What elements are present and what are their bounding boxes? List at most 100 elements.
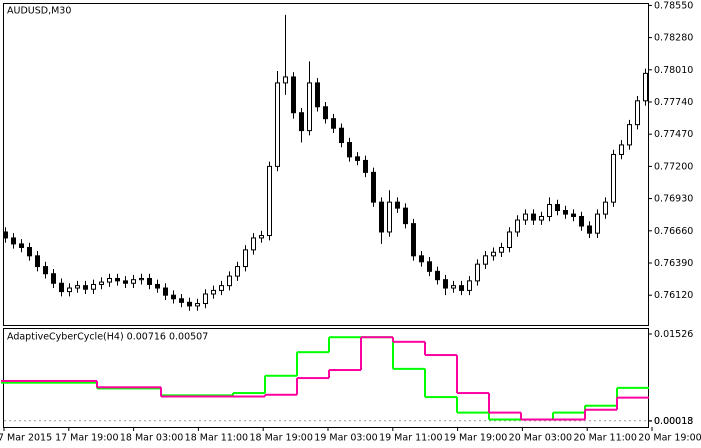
candle-body <box>251 237 256 251</box>
y-tick-label: 0.76120 <box>654 290 693 301</box>
candle-body <box>643 72 648 102</box>
x-tick-label: 19 Mar 03:00 <box>314 433 377 444</box>
x-tick-label: 17 Mar 19:00 <box>55 433 118 444</box>
candle-body <box>219 285 224 291</box>
candle-body <box>323 106 328 120</box>
candle-body <box>427 261 432 272</box>
x-tick-label: 18 Mar 19:00 <box>249 433 312 444</box>
y-tick-label: 0.77200 <box>654 161 693 172</box>
candle-body <box>595 213 600 234</box>
candle-body <box>235 266 240 277</box>
candle-body <box>59 282 64 293</box>
x-tick-label: 19 Mar 19:00 <box>444 433 507 444</box>
candle-body <box>243 249 248 268</box>
candle-body <box>459 285 464 291</box>
candle-body <box>355 156 360 161</box>
candle-body <box>387 201 392 233</box>
candle-body <box>107 277 112 283</box>
y-tick-label: 0.01526 <box>654 329 693 340</box>
candle-body <box>363 159 368 173</box>
candle-body <box>411 223 416 257</box>
candle-body <box>339 127 344 144</box>
candle-body <box>275 82 280 167</box>
candle-body <box>627 124 632 146</box>
candle-body <box>307 82 312 132</box>
candle-body <box>123 280 128 284</box>
y-tick-label: 0.76660 <box>654 226 693 237</box>
candle-body <box>491 251 496 257</box>
candle-body <box>35 255 40 268</box>
candle-body <box>91 283 96 290</box>
candle-body <box>139 277 144 281</box>
candle-body <box>131 279 136 284</box>
candle-body <box>163 287 168 296</box>
candle-body <box>419 255 424 263</box>
candle-body <box>443 279 448 289</box>
candle-body <box>547 204 552 217</box>
x-tick-label: 20 Mar 03:00 <box>509 433 572 444</box>
candle-body <box>403 207 408 225</box>
candle-body <box>171 294 176 300</box>
x-tick-label: 20 Mar 11:00 <box>573 433 636 444</box>
candle-body <box>75 285 80 289</box>
main-panel <box>3 3 649 326</box>
candle-body <box>531 213 536 221</box>
candle-body <box>507 231 512 248</box>
candle-body <box>475 263 480 282</box>
y-tick-label: 0.77470 <box>654 129 693 140</box>
candle-body <box>51 273 56 284</box>
candle-body <box>523 213 528 221</box>
x-tick-label: 19 Mar 11:00 <box>379 433 442 444</box>
candle-body <box>579 215 584 227</box>
candle-body <box>187 301 192 307</box>
candle-body <box>99 281 104 285</box>
candle-body <box>11 237 16 245</box>
candle-body <box>43 266 48 275</box>
candle-body <box>179 298 184 303</box>
candle-body <box>395 201 400 209</box>
candle-body <box>451 285 456 289</box>
x-tick-label: 20 Mar 19:00 <box>638 433 701 444</box>
y-tick-label: 0.76930 <box>654 194 693 205</box>
y-tick-label: 0.78010 <box>654 65 693 76</box>
indicator-title: AdaptiveCyberCycle(H4) 0.00716 0.00507 <box>7 332 208 343</box>
candle-body <box>155 283 160 289</box>
candle-body <box>619 144 624 155</box>
candle-body <box>299 112 304 132</box>
y-tick-label: 0.78550 <box>654 0 693 11</box>
candle-body <box>483 255 488 265</box>
symbol-title: AUDUSD,M30 <box>7 6 71 17</box>
candle-body <box>555 204 560 212</box>
candle-body <box>635 100 640 126</box>
candle-body <box>587 225 592 234</box>
candle-body <box>67 287 72 293</box>
candle-body <box>211 289 216 295</box>
candle-body <box>371 171 376 203</box>
candle-body <box>331 118 336 129</box>
candle-body <box>195 303 200 307</box>
candle-body <box>227 275 232 287</box>
candle-body <box>203 293 208 305</box>
candle-body <box>467 280 472 291</box>
candle-body <box>19 243 24 248</box>
candle-body <box>611 153 616 203</box>
candle-body <box>291 76 296 114</box>
candle-body <box>267 165 272 237</box>
candle-body <box>115 277 120 282</box>
candle-body <box>347 142 352 158</box>
candle-body <box>499 246 504 253</box>
candle-body <box>379 201 384 233</box>
x-tick-label: 17 Mar 2015 <box>0 433 52 444</box>
candle-body <box>563 210 568 215</box>
candle-body <box>603 201 608 215</box>
candle-body <box>3 231 8 239</box>
candle-body <box>539 215 544 221</box>
candle-body <box>83 285 88 290</box>
candle-body <box>515 219 520 233</box>
candle-body <box>27 246 32 257</box>
x-tick-label: 18 Mar 11:00 <box>185 433 248 444</box>
candle-body <box>435 270 440 281</box>
y-tick-label: 0.76390 <box>654 258 693 269</box>
